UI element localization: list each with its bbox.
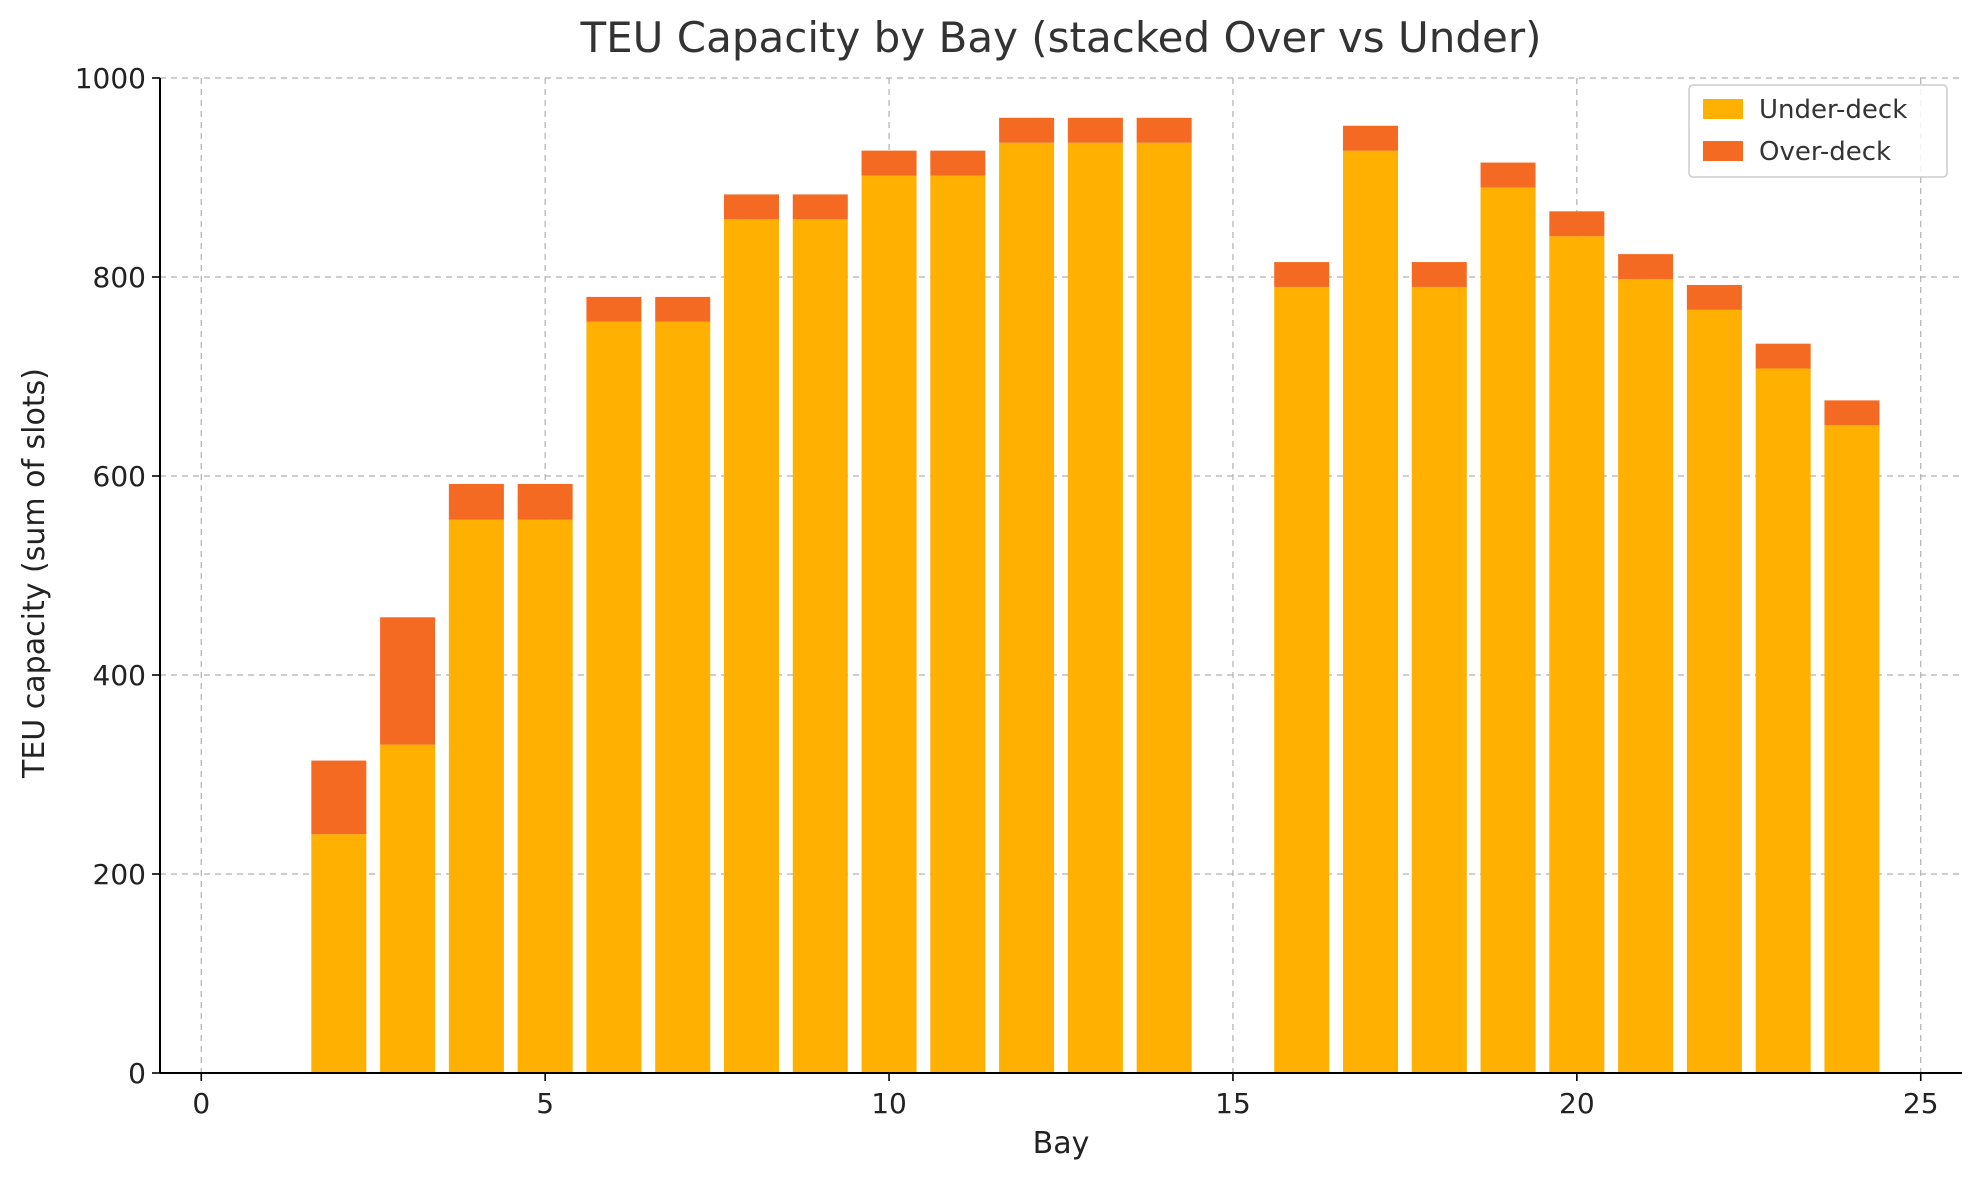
bar-under-deck-bay-5 (517, 519, 573, 1073)
bar-under-deck-bay-23 (1755, 368, 1811, 1073)
y-tick-label: 0 (128, 1057, 146, 1090)
bar-under-deck-bay-16 (1274, 286, 1330, 1073)
bar-under-deck-bay-4 (448, 519, 504, 1073)
x-tick-label: 25 (1903, 1087, 1939, 1120)
bar-over-deck-bay-20 (1549, 211, 1605, 237)
bar-over-deck-bay-21 (1618, 254, 1674, 279)
bar-over-deck-bay-7 (655, 296, 711, 322)
bar-over-deck-bay-4 (448, 483, 504, 520)
legend: Under-deck Over-deck (1688, 84, 1948, 178)
bar-over-deck-bay-11 (930, 150, 986, 176)
bar-over-deck-bay-12 (999, 117, 1055, 143)
bar-over-deck-bay-24 (1824, 400, 1880, 426)
bar-under-deck-bay-24 (1824, 425, 1880, 1073)
bar-over-deck-bay-10 (861, 150, 917, 176)
x-tick-label: 10 (871, 1087, 907, 1120)
bar-over-deck-bay-17 (1342, 125, 1399, 151)
y-axis-label: TEU capacity (sum of slots) (17, 368, 52, 779)
bar-under-deck-bay-7 (655, 321, 711, 1073)
bar-under-deck-bay-11 (930, 175, 986, 1073)
bar-over-deck-bay-13 (1067, 117, 1123, 143)
legend-label-over-deck: Over-deck (1759, 137, 1891, 167)
bar-under-deck-bay-8 (723, 219, 780, 1074)
bar-over-deck-bay-5 (517, 483, 573, 520)
bar-under-deck-bay-12 (999, 142, 1055, 1074)
bar-over-deck-bay-14 (1136, 117, 1192, 143)
bar-under-deck-bay-13 (1067, 142, 1123, 1074)
x-tick-label: 5 (536, 1087, 554, 1120)
bar-under-deck-bay-2 (311, 834, 367, 1073)
bar-under-deck-bay-6 (586, 321, 642, 1073)
legend-swatch-over-deck (1703, 141, 1743, 161)
bar-over-deck-bay-16 (1274, 262, 1330, 287)
x-tick-label: 0 (192, 1087, 210, 1120)
y-tick-label: 200 (93, 858, 146, 891)
legend-label-under-deck: Under-deck (1759, 95, 1907, 125)
bar-under-deck-bay-17 (1342, 150, 1399, 1073)
bar-under-deck-bay-19 (1480, 187, 1536, 1073)
bar-under-deck-bay-14 (1136, 142, 1192, 1074)
chart-title: TEU Capacity by Bay (stacked Over vs Und… (579, 13, 1541, 62)
bar-over-deck-bay-23 (1755, 343, 1811, 369)
bar-under-deck-bay-9 (792, 219, 848, 1074)
bar-over-deck-bay-9 (792, 194, 848, 220)
bar-under-deck-bay-18 (1411, 286, 1467, 1073)
bar-under-deck-bay-22 (1686, 309, 1742, 1074)
x-tick-label: 20 (1559, 1087, 1595, 1120)
legend-frame (1688, 84, 1948, 178)
bar-over-deck-bay-8 (723, 194, 780, 220)
x-tick-label: 15 (1215, 1087, 1251, 1120)
axes-layer: 0 5 10 15 20 25 0 200 400 600 800 1000 (75, 62, 1962, 1120)
y-tick-label: 400 (93, 659, 146, 692)
legend-swatch-under-deck (1703, 99, 1743, 119)
bar-over-deck-bay-2 (311, 760, 367, 835)
bar-over-deck-bay-6 (586, 296, 642, 322)
y-tick-label: 1000 (75, 62, 146, 95)
y-tick-label: 800 (93, 261, 146, 294)
x-axis-label: Bay (1033, 1126, 1090, 1161)
bar-under-deck-bay-21 (1618, 278, 1674, 1073)
bar-under-deck-bay-3 (380, 744, 436, 1073)
bar-over-deck-bay-22 (1686, 284, 1742, 310)
bar-over-deck-bay-18 (1411, 262, 1467, 287)
bar-under-deck-bay-20 (1549, 236, 1605, 1073)
bar-over-deck-bay-19 (1480, 162, 1536, 188)
bars-layer (311, 117, 1880, 1074)
y-tick-label: 600 (93, 460, 146, 493)
bar-under-deck-bay-10 (861, 175, 917, 1073)
bar-over-deck-bay-3 (380, 617, 436, 745)
